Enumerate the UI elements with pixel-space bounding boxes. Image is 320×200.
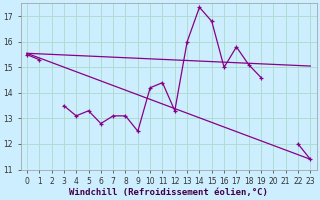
X-axis label: Windchill (Refroidissement éolien,°C): Windchill (Refroidissement éolien,°C) <box>69 188 268 197</box>
